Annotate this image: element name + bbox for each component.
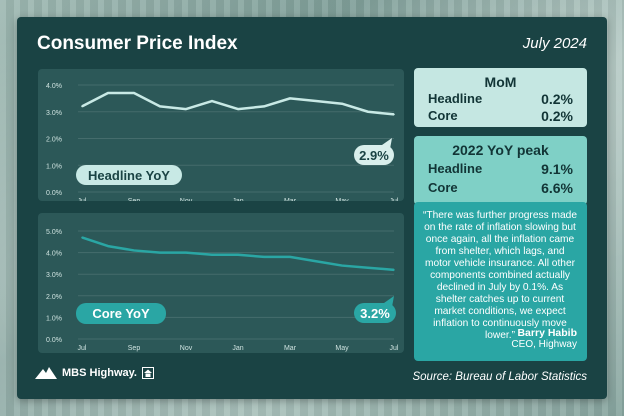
mom-core-value: 0.2% [541, 108, 573, 124]
headline-data-point [211, 100, 213, 102]
core-data-point [393, 269, 395, 271]
headline-y-tick-label: 3.0% [46, 110, 62, 117]
headline-chart-panel: 4.0% 3.0% 2.0% 1.0% 0.0% Jul Sep Nov Jan Mar May Ju… [38, 69, 404, 201]
peak-card: 2022 YoY peak Headline 9.1% Core 6.6% [414, 136, 587, 205]
core-series-line [81, 236, 395, 272]
headline-y-tick-label: 0.0% [46, 190, 62, 197]
cpi-card: Consumer Price Index July 2024 4.0% 3.0% 2… [17, 17, 607, 399]
headline-data-point [289, 97, 291, 100]
core-data-point [133, 249, 135, 252]
core-label-pill [76, 303, 166, 324]
mom-card: MoM Headline 0.2% Core 0.2% [414, 68, 587, 127]
headline-x-tick-label: Jul [390, 198, 399, 201]
source-note: Source: Bureau of Labor Statistics [412, 371, 587, 383]
headline-data-point [237, 108, 239, 110]
core-data-point [315, 260, 317, 263]
core-data-point [159, 251, 161, 254]
headline-x-tick-label: Jan [232, 198, 243, 201]
headline-x-tick-label: Sep [128, 198, 141, 201]
core-data-point [185, 251, 187, 254]
headline-x-tick-label: Mar [284, 198, 297, 201]
peak-headline-value: 9.1% [541, 161, 573, 177]
mom-core-row: Core 0.2% [428, 108, 573, 124]
core-x-tick-label: Nov [180, 345, 193, 352]
core-y-tick-label: 3.0% [46, 272, 62, 279]
core-y-tick-label: 0.0% [46, 337, 62, 344]
headline-data-point [159, 105, 161, 108]
core-data-point [237, 253, 239, 256]
core-series-label: Core YoY [92, 306, 150, 321]
core-data-point [341, 264, 343, 267]
headline-yoy-chart: 4.0% 3.0% 2.0% 1.0% 0.0% Jul Sep Nov Jan Mar May Ju… [46, 83, 399, 201]
core-data-point [289, 256, 291, 258]
headline-callout-value: 2.9% [359, 148, 389, 163]
peak-title: 2022 YoY peak [452, 142, 549, 158]
core-y-tick-label: 5.0% [46, 229, 62, 236]
core-data-point [107, 245, 109, 247]
core-y-tick-label: 4.0% [46, 251, 62, 258]
core-yoy-chart: 5.0% 4.0% 3.0% 2.0% 1.0% 0.0% Jul Sep Nov Jan Mar M… [46, 229, 399, 352]
core-x-tick-label: Jul [78, 345, 87, 352]
core-x-tick-label: Sep [128, 345, 141, 352]
headline-label-pill [76, 165, 182, 185]
core-data-point [81, 236, 83, 239]
quote-card: “There was further progress made on the … [414, 202, 587, 361]
core-x-tick-label: Mar [284, 345, 297, 352]
core-x-tick-label: Jan [232, 345, 243, 352]
mom-headline-value: 0.2% [541, 91, 573, 107]
page-title: Consumer Price Index [37, 33, 238, 54]
core-callout-pointer [384, 296, 394, 307]
headline-data-point [263, 105, 265, 108]
headline-y-tick-label: 4.0% [46, 83, 62, 90]
headline-x-tick-label: Nov [180, 198, 193, 201]
headline-data-point [367, 110, 369, 113]
core-x-tick-label: Jul [390, 345, 399, 352]
headline-series-label: Headline YoY [88, 168, 170, 183]
peak-headline-row: Headline 9.1% [428, 161, 573, 177]
core-callout-badge [354, 303, 396, 323]
peak-core-label: Core [428, 180, 458, 195]
core-x-tick-label: May [335, 345, 349, 352]
mom-headline-label: Headline [428, 91, 483, 106]
highway-logo-icon [35, 367, 57, 379]
quote-text: “There was further progress made on the … [422, 210, 577, 341]
headline-y-tick-label: 1.0% [46, 163, 62, 170]
report-date: July 2024 [522, 35, 587, 52]
core-y-tick-label: 1.0% [46, 315, 62, 322]
headline-data-point [315, 100, 317, 102]
quote-author-role: CEO, Highway [511, 339, 577, 350]
brand-name: MBS Highway. [62, 367, 137, 379]
headline-callout-pointer [382, 138, 392, 149]
headline-data-point [341, 102, 343, 105]
core-data-point [367, 266, 369, 269]
quote-author: Barry Habib [517, 327, 577, 339]
headline-series-line [81, 91, 395, 116]
headline-y-tick-label: 2.0% [46, 137, 62, 144]
peak-core-value: 6.6% [541, 180, 573, 196]
headline-data-point [133, 92, 135, 94]
mom-core-label: Core [428, 108, 458, 123]
mom-title: MoM [484, 74, 517, 90]
equal-housing-icon [141, 367, 154, 379]
headline-x-tick-label: Jul [78, 198, 87, 201]
core-data-point [263, 256, 265, 258]
headline-x-tick-label: May [335, 198, 349, 201]
headline-data-point [81, 105, 83, 108]
headline-data-point [107, 92, 109, 94]
core-callout-value: 3.2% [360, 306, 390, 321]
core-chart-panel: 5.0% 4.0% 3.0% 2.0% 1.0% 0.0% Jul Sep Nov Jan Mar M… [38, 213, 404, 353]
peak-core-row: Core 6.6% [428, 180, 573, 196]
mom-headline-row: Headline 0.2% [428, 91, 573, 107]
brand-logo: MBS Highway. [35, 367, 154, 379]
headline-callout-badge [354, 145, 394, 165]
headline-data-point [393, 113, 395, 116]
core-y-tick-label: 2.0% [46, 294, 62, 301]
core-data-point [211, 253, 213, 256]
headline-data-point [185, 108, 187, 110]
peak-headline-label: Headline [428, 161, 483, 176]
